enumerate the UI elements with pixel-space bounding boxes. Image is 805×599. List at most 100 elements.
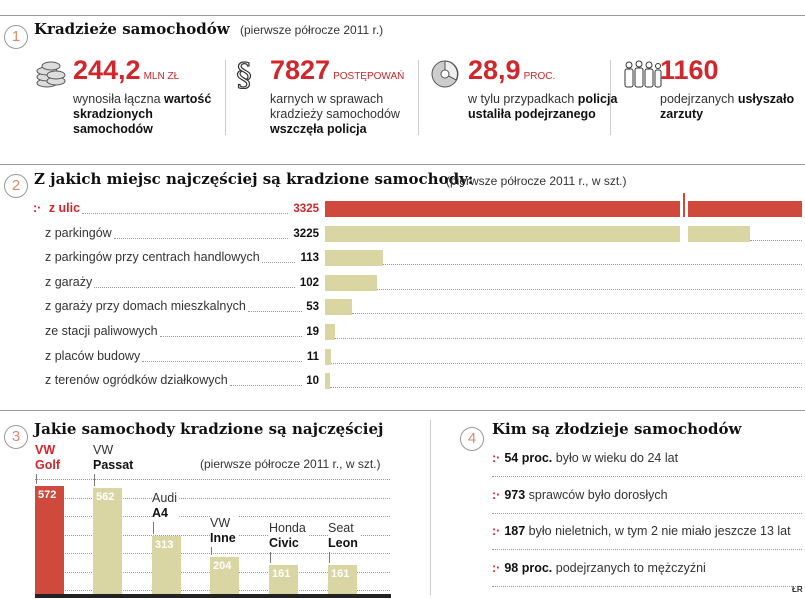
divider (0, 15, 805, 16)
bullet-icon: :· (33, 201, 45, 215)
stat-number: 244,2 (73, 55, 141, 85)
stat-value: 7827 POSTĘPOWAŃ (270, 55, 404, 86)
bullet-icon: :· (492, 560, 501, 575)
category-label: z placów budowy (45, 349, 140, 363)
desc-bold: wszczęła policja (270, 122, 367, 136)
stat-description: karnych w sprawach kradzieży samochodów … (270, 92, 430, 137)
car-model: Civic (269, 536, 299, 550)
stat-description: wynosiła łączna wartość skradzionych sam… (73, 92, 233, 137)
category-label: VW Inne (210, 516, 238, 546)
pointer-line (94, 474, 95, 487)
value-label: 11 (306, 350, 319, 363)
section-title: Kradzieże samochodów (34, 20, 230, 38)
section-subtitle: (pierwsze półrocze 2011 r.) (240, 23, 384, 37)
desc-plain: wynosiła łączna (73, 92, 161, 106)
leader-dots (261, 262, 295, 264)
bar (325, 299, 353, 316)
list-item: :· 187 było nieletnich, w tym 2 nie miało… (492, 524, 791, 538)
stat-number: 7827 (270, 55, 331, 85)
stat-value: 28,9 PROC. (468, 55, 555, 86)
bar (328, 565, 357, 596)
category-text: z parkingów (45, 225, 112, 240)
category-label: VW Golf (35, 443, 62, 473)
leader-dots (142, 360, 302, 362)
category-text: z placów budowy (45, 348, 141, 363)
item-value: 187 (504, 524, 526, 538)
people-icon (622, 59, 662, 89)
leader-dots (247, 311, 302, 313)
stat-number: 28,9 (468, 55, 521, 85)
category-label: VW Passat (93, 443, 136, 473)
stat-description: w tylu przypadkach policja ustaliła pode… (468, 92, 628, 122)
value-label: 53 (306, 301, 319, 314)
gridline (35, 553, 390, 554)
car-model: Passat (93, 458, 134, 472)
x-axis (35, 594, 391, 598)
divider (225, 60, 226, 135)
car-model: Golf (35, 458, 60, 472)
desc-plain: karnych w sprawach kradzieży samochodów (270, 92, 400, 121)
item-value: 973 (504, 487, 526, 502)
stat-number: 1160 (660, 55, 719, 85)
bar (210, 556, 239, 596)
category-label: z garaży przy domach mieszkalnych (45, 299, 246, 313)
section-number: 2 (4, 174, 28, 198)
leader-dots (94, 286, 295, 288)
divider (0, 410, 805, 411)
chart-subtitle: (pierwsze półrocze 2011 r., w szt.) (200, 457, 381, 471)
stat-unit: POSTĘPOWAŃ (333, 71, 405, 82)
car-make: Seat (328, 521, 354, 535)
category-label: z parkingów przy centrach handlowych (45, 250, 260, 264)
pointer-line (329, 552, 330, 564)
value-label: 3225 (293, 227, 319, 240)
gridline (330, 387, 802, 389)
axis-break (680, 197, 688, 242)
desc-bold: policja ustaliła podejrzanego (468, 92, 618, 121)
bullet-icon: :· (492, 451, 501, 465)
category-text: z terenów ogródków działkowych (45, 373, 228, 388)
value-label: 161 (331, 568, 350, 581)
pointer-line (36, 474, 37, 485)
category-label: Honda Civic (269, 521, 308, 551)
bar (325, 348, 331, 365)
item-value: 98 proc. (504, 560, 553, 575)
bar (152, 535, 181, 596)
category-text: z parkingów przy centrach handlowych (45, 250, 260, 265)
chart-title: Z jakich miejsc najczęściej są kradzione… (34, 170, 474, 188)
axis-break-mark (683, 193, 685, 217)
leader-dots (492, 476, 802, 477)
category-text: z garaży przy domach mieszkalnych (45, 299, 246, 314)
desc-plain: podejrzanych (660, 92, 735, 106)
paragraph-icon: § (232, 55, 264, 94)
gridline (334, 338, 802, 339)
value-label: 10 (306, 375, 319, 388)
car-make: VW (93, 443, 114, 457)
bar (35, 486, 64, 596)
car-make: Audi (152, 491, 178, 505)
stat-unit: MLN ZŁ (143, 71, 180, 82)
gridline (352, 313, 802, 315)
gridline (330, 362, 802, 364)
bar (325, 324, 335, 340)
value-label: 102 (299, 276, 319, 289)
gridline (35, 479, 390, 480)
car-make: VW (210, 516, 231, 530)
leader-dots (159, 336, 302, 337)
leader-dots (492, 512, 802, 514)
value-label: 313 (155, 538, 174, 551)
gridline (382, 264, 802, 266)
item-text: było w wieku do 24 lat (555, 451, 679, 465)
chart-title: Jakie samochody kradzione są najczęściej (34, 420, 384, 438)
bar (93, 488, 122, 596)
credit: ŁR (792, 585, 803, 594)
desc-bold: usłyszało zarzuty (660, 92, 795, 121)
pointer-line (211, 547, 212, 555)
divider (430, 420, 431, 595)
leader-dots (492, 585, 802, 587)
value-label: 161 (272, 568, 291, 581)
section-number: 3 (4, 425, 28, 449)
bar (325, 225, 750, 242)
pointer-line (270, 552, 271, 564)
car-model: Inne (210, 531, 236, 545)
divider (418, 60, 419, 135)
